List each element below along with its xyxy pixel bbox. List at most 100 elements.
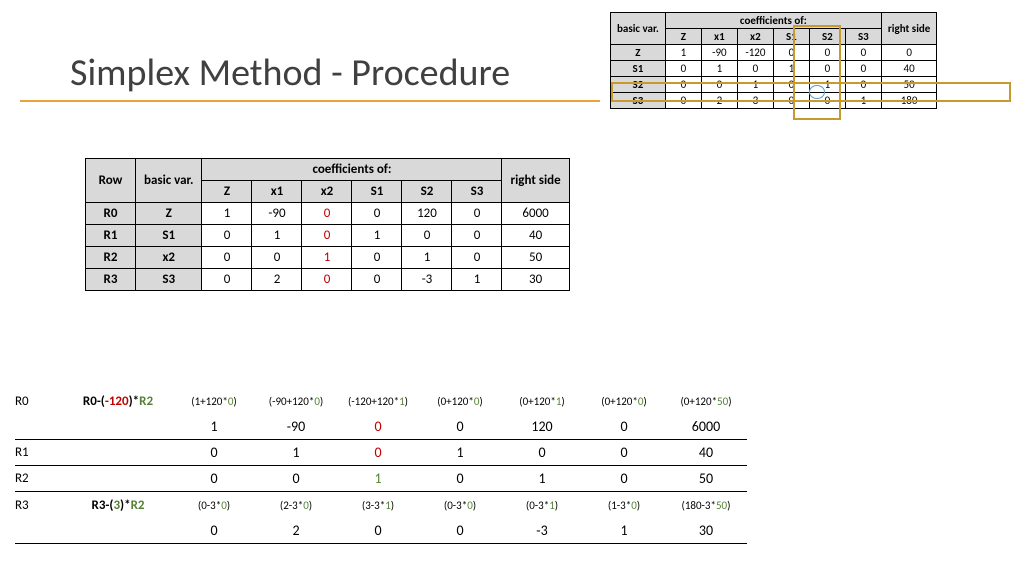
row-label: R1 bbox=[15, 445, 63, 460]
result-cell: 0 bbox=[583, 444, 665, 461]
cell: 0 bbox=[352, 269, 402, 291]
cell: 120 bbox=[402, 203, 452, 225]
result-cell: 0 bbox=[337, 418, 419, 435]
rhs-header: right side bbox=[502, 159, 569, 203]
cell: 1 bbox=[665, 45, 701, 61]
row-label: S3 bbox=[611, 93, 666, 109]
col-header: Z bbox=[202, 181, 252, 203]
result-cell: 0 bbox=[583, 470, 665, 487]
result-cell: -90 bbox=[255, 418, 337, 435]
result-cell: 0 bbox=[501, 444, 583, 461]
cell: 1 bbox=[402, 247, 452, 269]
bv-header: basic var. bbox=[136, 159, 202, 203]
rhs-cell: 40 bbox=[502, 225, 569, 247]
cell: 0 bbox=[452, 203, 502, 225]
cell: 1 bbox=[252, 225, 302, 247]
col-header: S1 bbox=[773, 29, 809, 45]
cell: -90 bbox=[252, 203, 302, 225]
result-cell: 50 bbox=[665, 470, 747, 487]
result-cell: 0 bbox=[337, 444, 419, 461]
cell: 0 bbox=[773, 77, 809, 93]
row-formula: R3-(3)*R2 bbox=[63, 498, 173, 513]
cell: 3 bbox=[737, 93, 773, 109]
cell: 1 bbox=[202, 203, 252, 225]
result-cell: 0 bbox=[419, 418, 501, 435]
result-cell: -3 bbox=[501, 522, 583, 539]
result-cell: 120 bbox=[501, 418, 583, 435]
result-cell: 0 bbox=[173, 444, 255, 461]
cell: 0 bbox=[302, 203, 352, 225]
col-header: S2 bbox=[809, 29, 845, 45]
expr-cell: (1+120*0) bbox=[173, 395, 255, 408]
corner-header: basic var. bbox=[611, 13, 666, 45]
initial-tableau: basic var. coefficients of: right side Z… bbox=[610, 12, 937, 109]
result-cell: 6000 bbox=[665, 418, 747, 435]
cell: 0 bbox=[202, 247, 252, 269]
expr-cell: (0-3*0) bbox=[173, 499, 255, 512]
col-header: x1 bbox=[701, 29, 737, 45]
rhs-header: right side bbox=[881, 13, 936, 45]
expr-cell: (2-3*0) bbox=[255, 499, 337, 512]
col-header: Z bbox=[665, 29, 701, 45]
col-header: S3 bbox=[845, 29, 881, 45]
expr-cell: (0-3*0) bbox=[419, 499, 501, 512]
result-cell: 1 bbox=[337, 470, 419, 487]
result-cell: 0 bbox=[173, 522, 255, 539]
cell: 1 bbox=[809, 77, 845, 93]
expr-cell: (0+120*50) bbox=[665, 395, 747, 408]
result-cell: 30 bbox=[665, 522, 747, 539]
col-header: x2 bbox=[302, 181, 352, 203]
cell: 0 bbox=[809, 61, 845, 77]
row-label: S1 bbox=[611, 61, 666, 77]
cell: 0 bbox=[202, 269, 252, 291]
cell: 0 bbox=[302, 269, 352, 291]
col-header: x2 bbox=[737, 29, 773, 45]
expr-cell: (3-3*1) bbox=[337, 499, 419, 512]
page-title: Simplex Method - Procedure bbox=[70, 50, 510, 96]
cell: 1 bbox=[302, 247, 352, 269]
cell: 1 bbox=[701, 61, 737, 77]
expr-cell: (0-3*1) bbox=[501, 499, 583, 512]
col-header: S1 bbox=[352, 181, 402, 203]
row-label: R0 bbox=[15, 394, 63, 409]
cell: -90 bbox=[701, 45, 737, 61]
cell: 0 bbox=[773, 93, 809, 109]
cell: 0 bbox=[452, 225, 502, 247]
row-operations: R0R0-(-120)*R2(1+120*0)(-90+120*0)(-120+… bbox=[15, 388, 747, 544]
result-cell: 0 bbox=[337, 522, 419, 539]
cell: 0 bbox=[845, 77, 881, 93]
expr-cell: (-120+120*1) bbox=[337, 395, 419, 408]
cell: 0 bbox=[452, 247, 502, 269]
row-label: Z bbox=[611, 45, 666, 61]
cell: 0 bbox=[809, 93, 845, 109]
row-label: R3 bbox=[15, 498, 63, 513]
col-header: S2 bbox=[402, 181, 452, 203]
cell: 0 bbox=[845, 45, 881, 61]
coeff-group-header: coefficients of: bbox=[202, 159, 502, 181]
cell: 0 bbox=[352, 247, 402, 269]
rhs-cell: 40 bbox=[881, 61, 936, 77]
result-cell: 1 bbox=[173, 418, 255, 435]
expr-cell: (1-3*0) bbox=[583, 499, 665, 512]
cell: 1 bbox=[352, 225, 402, 247]
cell: 0 bbox=[252, 247, 302, 269]
cell: 0 bbox=[809, 45, 845, 61]
rhs-cell: 0 bbox=[881, 45, 936, 61]
row-id: R1 bbox=[86, 225, 136, 247]
cell: 2 bbox=[701, 93, 737, 109]
cell: 1 bbox=[737, 77, 773, 93]
result-cell: 1 bbox=[501, 470, 583, 487]
cell: 0 bbox=[302, 225, 352, 247]
row-label: S2 bbox=[611, 77, 666, 93]
basic-var: S1 bbox=[136, 225, 202, 247]
result-cell: 1 bbox=[583, 522, 665, 539]
cell: 0 bbox=[352, 203, 402, 225]
rhs-cell: 6000 bbox=[502, 203, 569, 225]
title-underline bbox=[20, 100, 600, 102]
row-id: R0 bbox=[86, 203, 136, 225]
row-label: R2 bbox=[15, 471, 63, 486]
expr-cell: (-90+120*0) bbox=[255, 395, 337, 408]
cell: 0 bbox=[665, 93, 701, 109]
cell: 0 bbox=[202, 225, 252, 247]
row-header: Row bbox=[86, 159, 136, 203]
